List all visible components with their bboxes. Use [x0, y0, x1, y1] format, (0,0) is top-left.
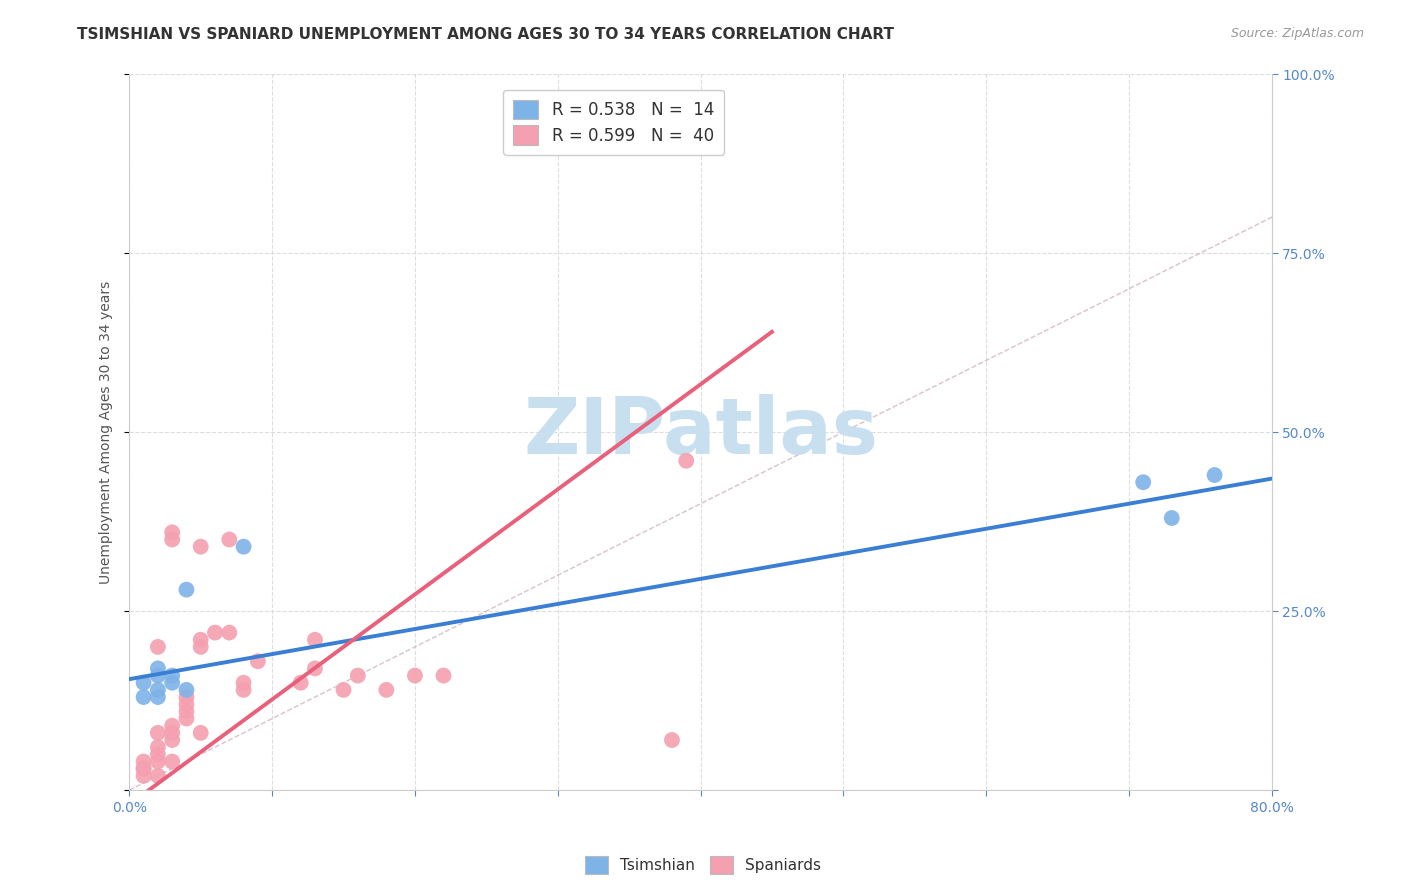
Point	[160, 755, 183, 769]
Point	[190, 540, 212, 554]
Point	[375, 682, 398, 697]
Point	[132, 762, 155, 776]
Point	[190, 632, 212, 647]
Point	[160, 525, 183, 540]
Point	[190, 726, 212, 740]
Point	[132, 769, 155, 783]
Point	[146, 755, 169, 769]
Point	[661, 733, 683, 747]
Point	[146, 690, 169, 704]
Point	[146, 740, 169, 755]
Point	[132, 675, 155, 690]
Point	[132, 762, 155, 776]
Point	[176, 704, 198, 718]
Point	[304, 632, 326, 647]
Point	[190, 640, 212, 654]
Point	[1132, 475, 1154, 490]
Point	[160, 533, 183, 547]
Point	[432, 668, 454, 682]
Point	[160, 733, 183, 747]
Legend: R = 0.538   N =  14, R = 0.599   N =  40: R = 0.538 N = 14, R = 0.599 N = 40	[503, 89, 724, 154]
Y-axis label: Unemployment Among Ages 30 to 34 years: Unemployment Among Ages 30 to 34 years	[100, 280, 114, 583]
Point	[232, 682, 254, 697]
Point	[132, 755, 155, 769]
Point	[176, 582, 198, 597]
Point	[404, 668, 426, 682]
Point	[146, 726, 169, 740]
Point	[346, 668, 368, 682]
Text: ZIPatlas: ZIPatlas	[523, 394, 877, 470]
Point	[146, 661, 169, 675]
Point	[160, 719, 183, 733]
Point	[160, 726, 183, 740]
Legend: Tsimshian, Spaniards: Tsimshian, Spaniards	[579, 850, 827, 880]
Point	[1160, 511, 1182, 525]
Point	[146, 747, 169, 762]
Point	[146, 640, 169, 654]
Point	[160, 668, 183, 682]
Point	[290, 675, 312, 690]
Point	[232, 540, 254, 554]
Point	[218, 533, 240, 547]
Point	[304, 661, 326, 675]
Text: Source: ZipAtlas.com: Source: ZipAtlas.com	[1230, 27, 1364, 40]
Point	[132, 690, 155, 704]
Point	[160, 675, 183, 690]
Text: TSIMSHIAN VS SPANIARD UNEMPLOYMENT AMONG AGES 30 TO 34 YEARS CORRELATION CHART: TSIMSHIAN VS SPANIARD UNEMPLOYMENT AMONG…	[77, 27, 894, 42]
Point	[204, 625, 226, 640]
Point	[246, 654, 269, 668]
Point	[232, 675, 254, 690]
Point	[176, 712, 198, 726]
Point	[218, 625, 240, 640]
Point	[675, 454, 697, 468]
Point	[176, 682, 198, 697]
Point	[146, 682, 169, 697]
Point	[146, 668, 169, 682]
Point	[332, 682, 354, 697]
Point	[176, 697, 198, 711]
Point	[176, 690, 198, 704]
Point	[146, 769, 169, 783]
Point	[1204, 468, 1226, 483]
